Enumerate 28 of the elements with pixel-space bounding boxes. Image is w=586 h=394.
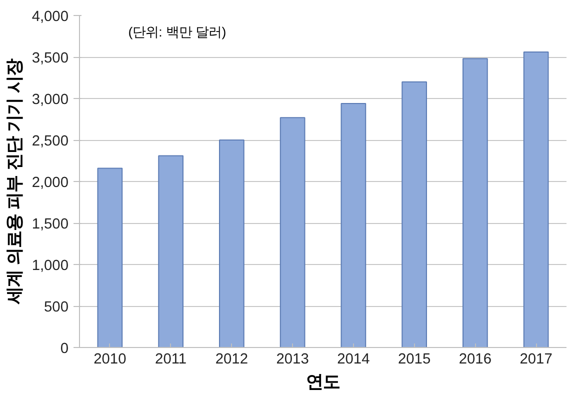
y-tick-label: 4,000	[32, 9, 69, 25]
y-axis-title: 세계 의료용 피부 진단 기기 시장	[4, 58, 24, 306]
x-tick-label: 2016	[458, 352, 492, 368]
bar	[402, 81, 427, 348]
bar	[158, 155, 184, 348]
y-tick-label: 3,000	[32, 92, 69, 108]
x-tick-label: 2013	[276, 352, 309, 368]
y-tick-label: 2,500	[32, 134, 69, 150]
y-tick-label: 1,000	[32, 258, 69, 274]
y-tick-label: 500	[44, 300, 69, 316]
x-tick-label: 2010	[94, 352, 126, 368]
bar	[219, 140, 244, 348]
annotation: (단위: 백만 달러)	[128, 24, 226, 40]
y-tick-label: 3,500	[32, 50, 69, 66]
y-tick-label: 2,000	[32, 175, 69, 191]
bar	[280, 117, 306, 348]
x-tick-label: 2012	[215, 352, 248, 368]
x-tick-label: 2017	[520, 352, 552, 368]
x-tick-label: 2014	[337, 352, 370, 368]
x-tick-label: 2015	[398, 352, 431, 368]
bar	[340, 102, 366, 348]
y-tick-label: 0	[60, 341, 69, 357]
bar	[523, 52, 549, 348]
bar	[97, 168, 123, 348]
bar	[462, 58, 488, 348]
x-tick-label: 2011	[155, 352, 187, 368]
y-tick-label: 1,500	[32, 216, 69, 232]
x-axis-title: 연도	[306, 372, 340, 392]
